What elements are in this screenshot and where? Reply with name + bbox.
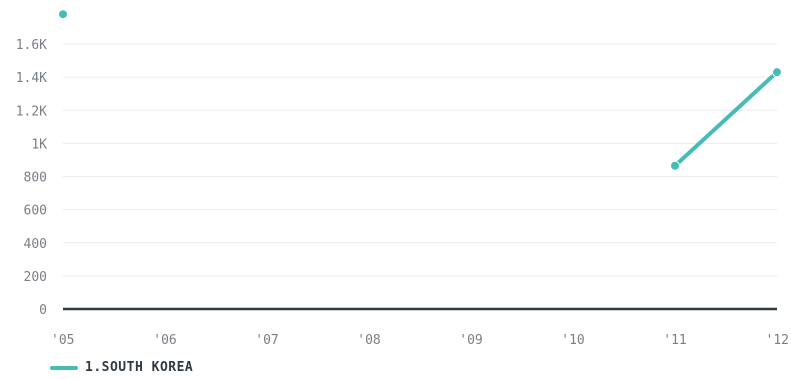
y-tick-label: 1.4K bbox=[16, 71, 47, 86]
y-tick-label: 1.6K bbox=[16, 38, 47, 53]
x-axis-tick-labels: '05 '06 '07 '08 '09 '10 '11 '12 bbox=[51, 333, 789, 348]
y-tick-label: 200 bbox=[24, 270, 47, 285]
x-tick-label: '10 bbox=[561, 333, 584, 348]
data-point[interactable] bbox=[670, 160, 680, 171]
x-tick-label: '12 bbox=[766, 333, 789, 348]
data-point[interactable] bbox=[58, 9, 68, 20]
x-tick-label: '08 bbox=[357, 333, 380, 348]
y-tick-label: 1K bbox=[31, 137, 47, 152]
x-tick-label: '11 bbox=[663, 333, 686, 348]
x-tick-label: '09 bbox=[459, 333, 482, 348]
gridlines bbox=[63, 43, 777, 277]
y-tick-label: 600 bbox=[24, 204, 47, 219]
y-tick-label: 1.2K bbox=[16, 104, 47, 119]
y-tick-label: 0 bbox=[39, 303, 47, 318]
y-tick-label: 400 bbox=[24, 237, 47, 252]
y-axis-tick-labels: 0 200 400 600 800 1K 1.2K 1.4K 1.6K bbox=[16, 38, 47, 318]
x-tick-label: '06 bbox=[153, 333, 176, 348]
x-tick-label: '07 bbox=[255, 333, 278, 348]
data-point[interactable] bbox=[772, 67, 782, 78]
x-tick-label: '05 bbox=[51, 333, 74, 348]
legend-swatch-south-korea bbox=[50, 365, 78, 370]
legend-label-south-korea: 1.SOUTH KOREA bbox=[85, 360, 194, 375]
series-line bbox=[673, 70, 779, 168]
legend: 1.SOUTH KOREA bbox=[50, 360, 193, 375]
series-layer bbox=[58, 9, 782, 171]
y-tick-label: 800 bbox=[24, 171, 47, 186]
